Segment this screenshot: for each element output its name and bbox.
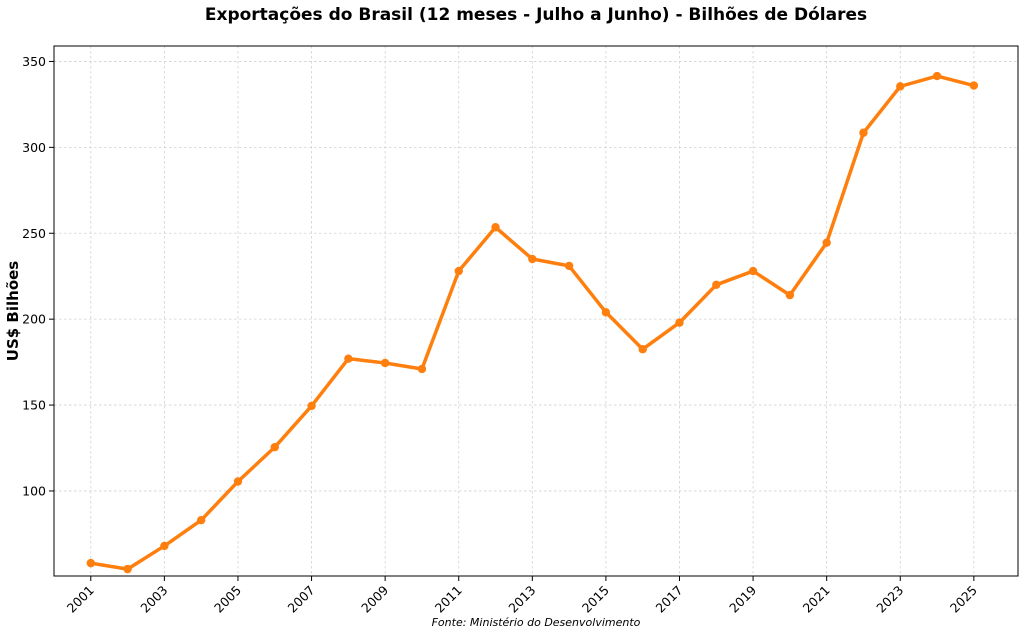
data-point bbox=[491, 223, 500, 232]
data-point bbox=[822, 238, 831, 247]
data-point bbox=[785, 290, 795, 300]
x-tick-label: 2005 bbox=[211, 583, 244, 616]
data-point bbox=[270, 442, 279, 452]
x-tick-label: 2001 bbox=[64, 583, 97, 616]
x-tick-label: 2019 bbox=[726, 582, 759, 615]
chart-title: Exportações do Brasil (12 meses - Julho … bbox=[205, 5, 867, 25]
x-tick-label: 2007 bbox=[285, 583, 318, 616]
data-point bbox=[160, 541, 169, 551]
y-tick-label: 350 bbox=[22, 54, 46, 69]
points-layer bbox=[86, 71, 979, 574]
y-tick-label: 300 bbox=[22, 140, 46, 155]
data-point bbox=[344, 354, 353, 363]
y-tick-label: 200 bbox=[22, 312, 46, 327]
plot-frame bbox=[53, 45, 1019, 577]
data-point bbox=[859, 128, 868, 137]
x-tick-label: 2013 bbox=[505, 583, 538, 616]
chart-source: Fonte: Ministério do Desenvolvimento bbox=[432, 616, 641, 629]
x-tick-label: 2011 bbox=[432, 583, 465, 616]
data-point bbox=[969, 81, 979, 90]
data-point bbox=[748, 266, 758, 276]
data-point bbox=[601, 308, 611, 317]
grid bbox=[54, 46, 1018, 576]
data-point bbox=[896, 82, 905, 91]
data-point bbox=[123, 564, 132, 574]
data-point bbox=[528, 254, 537, 264]
axes: 100 150 200 250 300 350 2001 2003 2005 2007 2009 20… bbox=[22, 45, 1019, 616]
data-point bbox=[932, 71, 942, 81]
y-axis-label: US$ Bilhões bbox=[4, 261, 22, 362]
x-tick-label: 2003 bbox=[137, 583, 170, 616]
data-point bbox=[417, 364, 427, 374]
data-point bbox=[196, 515, 206, 525]
data-point bbox=[638, 345, 647, 354]
y-tick-label: 250 bbox=[22, 226, 46, 241]
data-point bbox=[86, 558, 95, 568]
x-tick-label: 2021 bbox=[800, 583, 833, 616]
data-point bbox=[564, 261, 574, 271]
x-tick-label: 2023 bbox=[873, 583, 906, 616]
data-point bbox=[380, 358, 390, 368]
data-point bbox=[233, 477, 243, 486]
data-point bbox=[712, 280, 721, 290]
data-point bbox=[454, 266, 463, 276]
data-point bbox=[675, 318, 684, 327]
x-tick-label: 2009 bbox=[358, 582, 391, 615]
data-point bbox=[307, 401, 316, 411]
x-tick-label: 2015 bbox=[579, 583, 612, 616]
y-tick-label: 150 bbox=[22, 398, 46, 413]
x-tick-label: 2025 bbox=[947, 583, 980, 616]
y-tick-label: 100 bbox=[22, 483, 46, 498]
x-tick-label: 2017 bbox=[653, 583, 686, 616]
